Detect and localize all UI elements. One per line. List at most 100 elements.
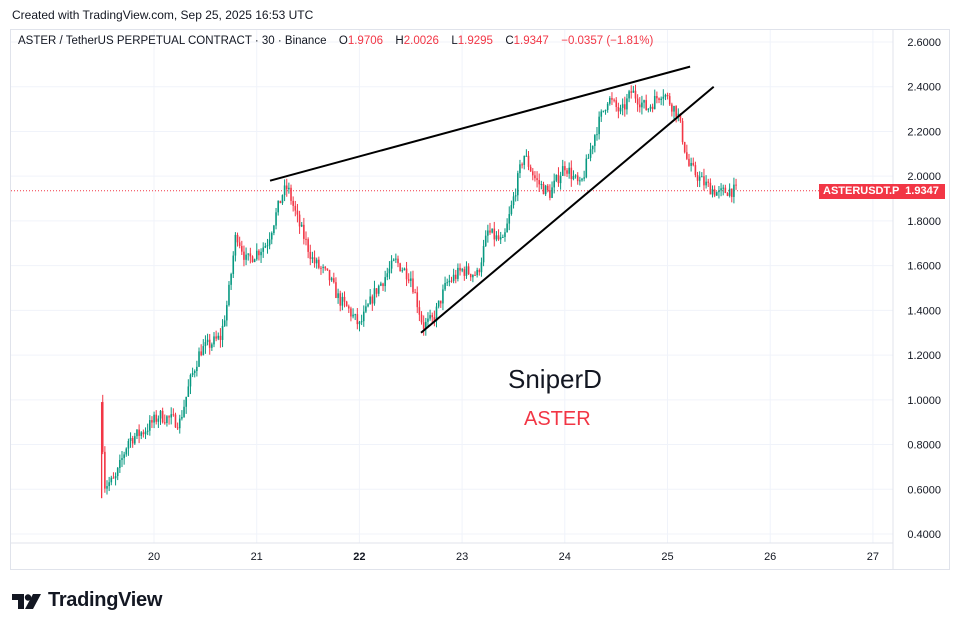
y-tick-label: 1.4000: [907, 305, 941, 317]
candle-body: [427, 318, 429, 322]
candle-body: [474, 274, 476, 276]
candle-body: [305, 238, 307, 240]
candle-body: [598, 116, 600, 135]
legend-open-label: O: [338, 35, 348, 47]
candle-body: [623, 104, 626, 110]
candle-body: [243, 251, 245, 260]
candle-body: [536, 178, 538, 181]
candle-body: [397, 258, 399, 264]
candle-body: [189, 374, 192, 387]
candle-body: [275, 212, 277, 226]
candle-body: [733, 184, 735, 197]
candle-body: [369, 296, 371, 305]
candle-body: [720, 188, 722, 191]
x-tick-label: 25: [661, 551, 673, 563]
y-tick-label: 1.2000: [907, 350, 941, 362]
candle-body: [161, 410, 164, 423]
candle-body: [185, 396, 187, 407]
candle-body: [131, 438, 134, 444]
candles-group: [101, 84, 737, 495]
candle-body: [581, 178, 583, 181]
candle-body: [183, 406, 185, 417]
candle-body: [673, 106, 675, 112]
candle-body: [114, 476, 117, 479]
support-line[interactable]: [420, 85, 715, 334]
resistance-line[interactable]: [269, 65, 691, 182]
candle-body: [347, 306, 350, 309]
candle-body: [245, 254, 247, 260]
candle-body: [564, 166, 566, 171]
candle-body: [258, 250, 260, 256]
candle-body: [134, 436, 136, 444]
candle-body: [636, 98, 639, 105]
candle-body: [594, 135, 596, 146]
candle-body: [621, 104, 624, 108]
y-tick-label: 0.4000: [907, 529, 941, 541]
candle-body: [219, 335, 222, 340]
candle-body: [476, 269, 478, 276]
candle-body: [557, 174, 560, 184]
candle-body: [249, 253, 252, 257]
legend-open-value: 1.9706: [347, 35, 384, 47]
candle-body: [634, 90, 637, 99]
candle-body: [202, 346, 205, 356]
candle-body: [277, 200, 279, 213]
candle-body: [429, 315, 431, 319]
candle-body: [116, 467, 119, 477]
candle-body: [701, 176, 703, 178]
y-tick-label: 2.0000: [907, 171, 941, 183]
candle-body: [311, 257, 314, 259]
candle-body: [549, 190, 551, 198]
candle-body: [546, 185, 549, 191]
candle-body: [119, 459, 121, 468]
legend-symbol[interactable]: ASTER / TetherUS PERPETUAL CONTRACT · 30…: [18, 35, 327, 47]
candle-body: [292, 200, 294, 206]
y-tick-label: 0.6000: [907, 484, 941, 496]
candle-body: [514, 195, 517, 197]
tradingview-logo[interactable]: TradingView: [12, 589, 162, 612]
candle-body: [153, 414, 155, 423]
candle-body: [561, 166, 564, 176]
legend-close-value: 1.9347: [513, 35, 549, 47]
candle-body: [300, 224, 303, 227]
candle-body: [600, 111, 603, 117]
candle-body: [469, 274, 472, 278]
candle-body: [512, 196, 515, 206]
candle-body: [711, 189, 714, 195]
candle-body: [407, 279, 410, 281]
candle-body: [559, 175, 562, 184]
candle-body: [335, 282, 337, 298]
candle-body: [416, 292, 419, 308]
candle-body: [506, 223, 508, 233]
candle-body: [343, 296, 346, 302]
candle-body: [632, 90, 635, 93]
candle-body: [461, 269, 463, 271]
candle-body: [656, 96, 658, 99]
candle-body: [660, 98, 662, 100]
x-tick-label: 27: [867, 551, 879, 563]
candle-body: [333, 278, 335, 283]
candle-body: [683, 142, 686, 153]
candle-body: [326, 268, 329, 270]
candle-body: [176, 427, 179, 429]
candle-body: [626, 98, 628, 110]
candle-body: [309, 251, 312, 259]
candle-body: [403, 268, 406, 271]
candle-body: [572, 175, 575, 180]
legend-high-value: 2.0026: [403, 35, 439, 47]
candle-body: [157, 418, 160, 422]
candle-body: [463, 269, 466, 276]
x-tick-label: 26: [764, 551, 776, 563]
candle-body: [502, 236, 504, 238]
candle-body: [643, 100, 645, 103]
candle-body: [523, 155, 526, 165]
candle-body: [596, 134, 598, 136]
candle-body: [694, 165, 697, 176]
y-tick-label: 2.6000: [907, 37, 941, 49]
candle-body: [484, 235, 487, 247]
candle-body: [352, 314, 354, 317]
candle-body: [360, 321, 363, 323]
candle-body: [662, 96, 665, 99]
candle-body: [585, 158, 588, 178]
